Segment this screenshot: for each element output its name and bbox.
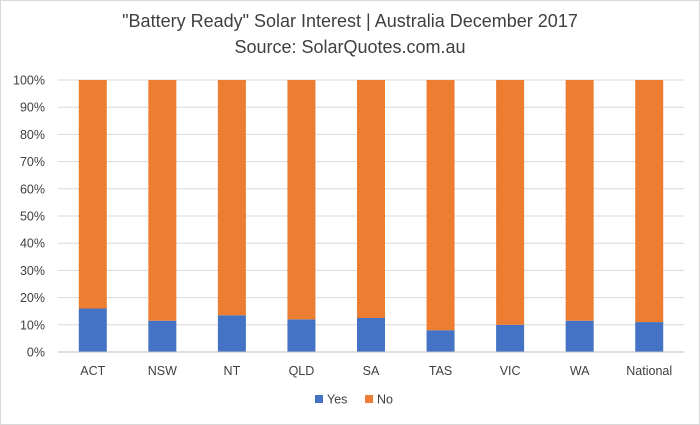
y-tick-label: 60%: [20, 182, 45, 196]
y-tick-label: 100%: [13, 74, 45, 88]
x-tick-label: National: [626, 364, 672, 378]
legend: Yes No: [315, 393, 393, 407]
bar-yes-qld: [287, 319, 316, 352]
y-tick-label: 30%: [20, 264, 45, 278]
bar-no-nt: [217, 80, 246, 316]
bar-yes-tas: [426, 330, 455, 352]
y-tick-label: 50%: [20, 210, 45, 224]
chart-title: "Battery Ready" Solar Interest | Austral…: [122, 11, 578, 31]
legend-swatch-yes: [315, 395, 323, 403]
y-tick-label: 70%: [20, 155, 45, 169]
y-tick-label: 40%: [20, 237, 45, 251]
bar-yes-sa: [357, 318, 385, 352]
bar-no-wa: [565, 80, 594, 321]
bar-yes-vic: [496, 324, 525, 352]
bar-no-tas: [426, 80, 455, 331]
bars: [78, 80, 664, 352]
bar-yes-nt: [217, 315, 246, 352]
y-tick-label: 20%: [20, 291, 45, 305]
x-tick-label: QLD: [289, 364, 315, 378]
chart-subtitle: Source: SolarQuotes.com.au: [234, 37, 465, 57]
x-tick-label: NT: [224, 364, 241, 378]
bar-no-national: [635, 80, 664, 323]
x-tick-label: ACT: [80, 364, 105, 378]
bar-no-nsw: [148, 80, 177, 321]
legend-label-no: No: [377, 393, 393, 407]
bar-yes-national: [635, 322, 664, 352]
bar-yes-act: [78, 308, 107, 352]
y-tick-label: 80%: [20, 128, 45, 142]
bar-yes-wa: [565, 320, 594, 352]
bar-no-sa: [357, 80, 385, 318]
bar-no-vic: [496, 80, 525, 325]
legend-label-yes: Yes: [327, 393, 347, 407]
y-axis-tick-labels: 0% 10% 20% 30% 40% 50% 60% 70% 80% 90% 100%: [13, 74, 45, 360]
y-tick-label: 10%: [20, 318, 45, 332]
x-tick-label: TAS: [429, 364, 452, 378]
bar-no-qld: [287, 80, 316, 320]
x-tick-label: SA: [363, 364, 380, 378]
y-tick-label: 0%: [27, 346, 45, 360]
x-axis-tick-labels: ACT NSW NT QLD SA TAS VIC WA National: [80, 364, 672, 378]
bar-no-act: [78, 80, 107, 309]
x-tick-label: VIC: [500, 364, 521, 378]
x-tick-label: NSW: [148, 364, 177, 378]
bar-yes-nsw: [148, 320, 177, 352]
legend-swatch-no: [365, 395, 373, 403]
y-tick-label: 90%: [20, 101, 45, 115]
x-tick-label: WA: [570, 364, 590, 378]
